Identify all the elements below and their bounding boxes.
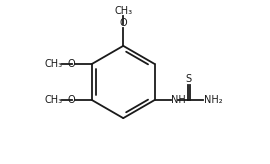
Text: CH₃: CH₃ (114, 6, 132, 16)
Text: CH₃: CH₃ (44, 59, 62, 69)
Text: NH₂: NH₂ (204, 95, 222, 105)
Text: CH₃: CH₃ (44, 95, 62, 105)
Text: NH: NH (171, 95, 185, 105)
Text: O: O (67, 59, 75, 69)
Text: O: O (67, 95, 75, 105)
Text: S: S (185, 74, 192, 84)
Text: O: O (119, 18, 127, 28)
